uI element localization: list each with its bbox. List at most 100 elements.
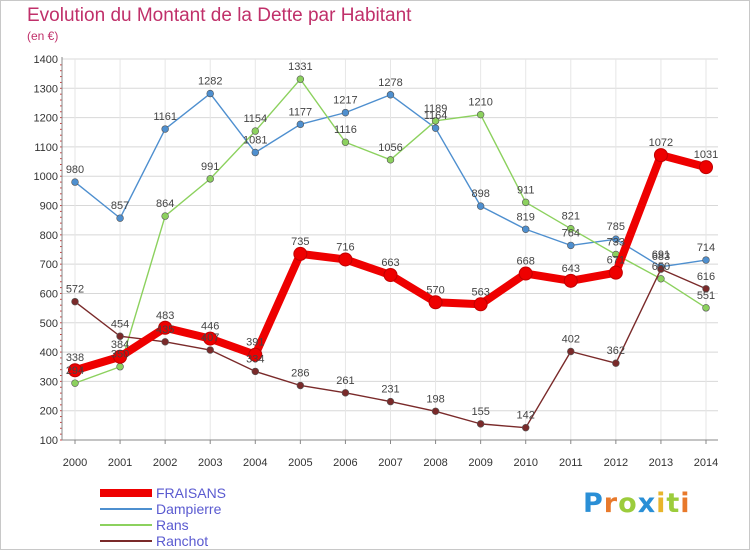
data-point [116, 363, 124, 371]
x-tick-label: 2001 [108, 457, 132, 469]
data-point [68, 363, 82, 378]
data-label: 1031 [694, 149, 718, 161]
data-point [71, 178, 79, 186]
data-point [699, 160, 713, 175]
data-point [567, 241, 575, 250]
x-tick-label: 2014 [694, 457, 718, 469]
data-label: 663 [381, 257, 399, 269]
data-point [116, 332, 124, 340]
data-point [386, 397, 395, 406]
data-label: 446 [201, 321, 219, 333]
x-tick-label: 2011 [559, 457, 583, 469]
data-label: 1161 [153, 111, 177, 123]
data-label: 650 [652, 261, 670, 273]
chart-subtitle: (en €) [27, 29, 59, 43]
data-point [608, 265, 623, 280]
data-point [341, 389, 350, 397]
data-point [251, 367, 259, 376]
data-label: 735 [291, 236, 309, 248]
data-point [428, 295, 443, 310]
data-label: 1217 [333, 95, 357, 107]
x-tick-label: 2003 [198, 457, 222, 469]
data-label: 391 [246, 337, 264, 349]
data-label: 683 [652, 251, 670, 263]
data-label: 483 [156, 310, 174, 322]
data-point [206, 89, 214, 98]
data-point [161, 125, 169, 133]
logo-letter: t [666, 488, 681, 519]
chart-title: Evolution du Montant de la Dette par Hab… [27, 5, 412, 26]
data-label: 198 [426, 393, 444, 405]
data-label: 570 [426, 284, 444, 296]
data-point [476, 420, 485, 428]
data-point [657, 265, 665, 273]
data-point [431, 117, 440, 125]
data-point [158, 320, 173, 335]
data-point [473, 297, 488, 312]
data-point [431, 407, 440, 415]
data-point [248, 347, 263, 362]
data-point [476, 110, 485, 119]
y-tick-label: 300 [40, 376, 58, 388]
x-tick-label: 2005 [288, 457, 312, 469]
data-point [563, 273, 578, 288]
data-point [702, 304, 710, 312]
data-label: 142 [517, 410, 535, 422]
data-label: 155 [471, 406, 489, 418]
data-point [71, 379, 79, 387]
data-point [612, 359, 620, 367]
y-tick-label: 800 [40, 230, 58, 242]
legend-swatch [100, 524, 152, 526]
y-tick-label: 200 [40, 406, 58, 418]
x-tick-label: 2008 [423, 457, 447, 469]
data-label: 231 [381, 384, 399, 396]
data-point [296, 381, 305, 390]
data-label: 864 [156, 198, 174, 210]
data-point [161, 338, 169, 346]
data-label: 671 [607, 255, 625, 267]
data-label: 1081 [243, 134, 267, 146]
x-tick-label: 2007 [378, 457, 402, 469]
y-tick-label: 1200 [34, 113, 58, 125]
data-label: 1116 [334, 124, 357, 136]
data-label: 991 [201, 161, 219, 173]
data-point [206, 346, 214, 354]
data-label: 572 [66, 284, 84, 296]
data-label: 980 [66, 164, 84, 176]
data-label: 384 [111, 339, 129, 351]
legend-swatch [100, 508, 152, 510]
data-label: 563 [471, 286, 489, 298]
data-point [386, 156, 395, 164]
data-label: 819 [517, 211, 535, 223]
data-point [206, 175, 214, 183]
data-label: 338 [66, 352, 84, 364]
data-point [338, 252, 353, 267]
y-tick-label: 700 [40, 259, 58, 271]
data-point [567, 347, 575, 356]
data-label: 334 [246, 353, 264, 365]
data-label: 294 [66, 365, 84, 377]
data-label: 733 [607, 236, 625, 248]
x-tick-label: 2006 [333, 457, 357, 469]
x-tick-label: 2002 [153, 457, 177, 469]
data-label: 435 [156, 324, 174, 336]
proxiti-logo: Proxiti [583, 488, 691, 519]
data-point [386, 91, 395, 99]
data-label: 402 [562, 333, 580, 345]
data-label: 1177 [289, 106, 313, 118]
data-label: 691 [652, 249, 670, 261]
data-point [612, 235, 620, 243]
data-label: 1282 [198, 76, 222, 88]
data-point [161, 212, 169, 220]
data-point [653, 148, 668, 163]
data-point [702, 256, 710, 264]
data-point [296, 75, 305, 83]
logo-letter: r [603, 488, 619, 519]
data-point [341, 138, 350, 146]
data-label: 1189 [424, 103, 448, 115]
data-point [518, 266, 533, 281]
data-point [251, 148, 259, 157]
data-point [522, 423, 530, 432]
